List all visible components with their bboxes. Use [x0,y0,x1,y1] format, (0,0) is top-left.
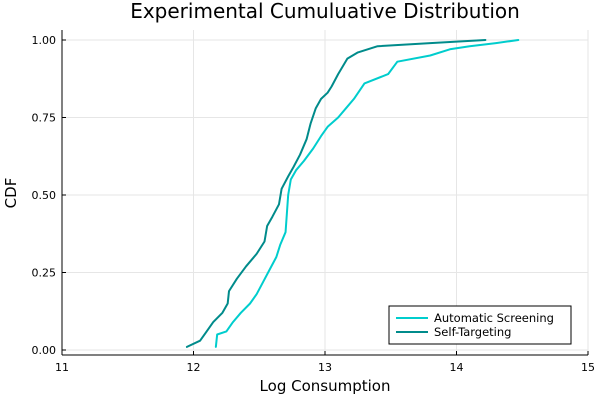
x-tick-label: 12 [187,361,201,374]
y-axis-label: CDF [2,178,20,209]
x-tick-label: 15 [581,361,595,374]
x-ticks: 11 12 13 14 15 [55,351,595,374]
x-tick-label: 14 [450,361,464,374]
x-axis-label: Log Consumption [260,377,391,395]
series [185,39,520,348]
y-ticks: 0.00 0.25 0.50 0.75 1.00 [32,34,66,357]
legend-label-self-targeting: Self-Targeting [434,325,511,339]
series-line-self-targeting [185,39,487,348]
legend-box [388,305,572,345]
y-tick-label: 0.00 [32,344,57,357]
legend: Automatic Screening Self-Targeting [388,305,572,345]
legend-label-automatic-screening: Automatic Screening [434,311,554,325]
series-line-automatic-screening [214,39,520,348]
x-tick-label: 13 [318,361,332,374]
y-tick-label: 0.50 [32,189,57,202]
chart-title: Experimental Cumuluative Distribution [130,0,520,23]
y-tick-label: 1.00 [32,34,57,47]
x-tick-label: 11 [55,361,69,374]
y-tick-label: 0.75 [32,112,57,125]
grid [61,30,589,355]
y-tick-label: 0.25 [32,267,57,280]
